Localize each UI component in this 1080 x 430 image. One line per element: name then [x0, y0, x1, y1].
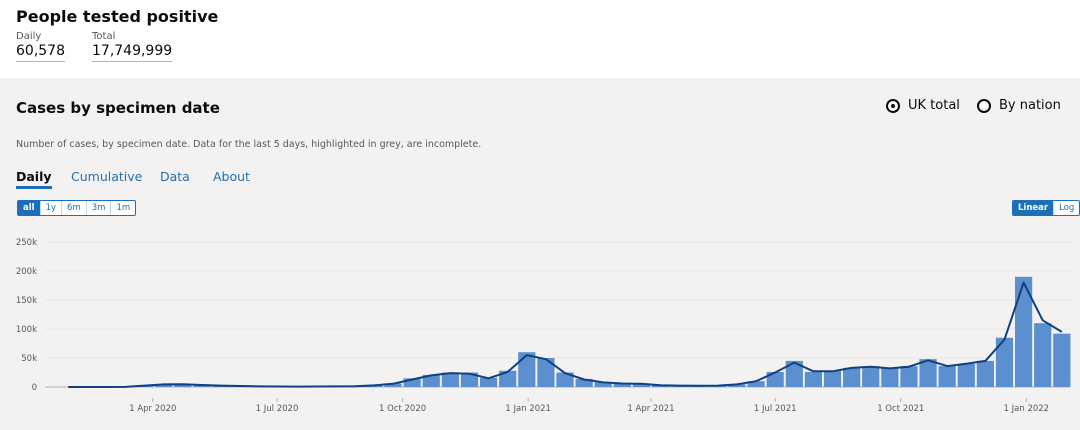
bar [976, 360, 994, 387]
bar [1014, 276, 1033, 387]
bar [938, 366, 956, 387]
daily-value: 60,578 [16, 43, 65, 62]
range-buttons: all 1y 6m 3m 1m [17, 200, 137, 216]
summary-title: People tested positive [16, 7, 219, 26]
y-tick-label: 50k [21, 354, 37, 364]
bar [460, 372, 479, 387]
y-tick-label: 250k [16, 238, 37, 248]
bar [957, 363, 975, 387]
daily-label: Daily [16, 31, 42, 42]
bar [881, 368, 899, 387]
tab[interactable]: Data [160, 169, 190, 184]
bar [479, 377, 498, 387]
x-tick-label: 1 Oct 2021 [877, 404, 924, 414]
range-button[interactable]: 3m [87, 201, 112, 215]
bar [1034, 323, 1052, 387]
bar [766, 371, 784, 387]
bar [556, 372, 574, 387]
note: Number of cases, by specimen date. Data … [16, 139, 482, 150]
total-value: 17,749,999 [92, 43, 173, 62]
bar [995, 337, 1014, 387]
radio-label: By nation [999, 98, 1061, 113]
tab[interactable]: About [213, 169, 250, 184]
bar [804, 371, 823, 387]
range-button[interactable]: 1y [41, 201, 63, 215]
x-tick-label: 1 Apr 2020 [129, 404, 176, 414]
average-line [68, 281, 1063, 388]
bar [155, 384, 173, 387]
radio-by-nation[interactable]: By nation [977, 98, 1061, 113]
bar [422, 374, 440, 387]
y-tick-label: 100k [16, 325, 37, 335]
bar [823, 370, 842, 387]
scale-button[interactable]: Log [1059, 203, 1075, 213]
bar [594, 382, 612, 387]
bar [403, 378, 421, 387]
x-tick-label: 1 Oct 2020 [379, 404, 426, 414]
card-title: Cases by specimen date [16, 99, 220, 117]
bar [1053, 333, 1071, 387]
x-tick-label: 1 Jan 2021 [505, 404, 551, 414]
bar [384, 383, 402, 387]
tab[interactable]: Daily [16, 169, 52, 189]
y-tick-label: 150k [16, 296, 37, 306]
bar [843, 367, 861, 387]
bar [518, 352, 536, 387]
x-tick-label: 1 Jul 2020 [256, 404, 299, 414]
range-button[interactable]: 6m [62, 201, 87, 215]
scale-button[interactable]: Linear [1013, 201, 1055, 215]
range-button[interactable]: 1m [116, 203, 131, 213]
x-tick-label: 1 Jul 2021 [754, 404, 797, 414]
bar [900, 366, 918, 387]
x-tick-label: 1 Apr 2021 [627, 404, 674, 414]
radio-label: UK total [908, 98, 960, 113]
tab[interactable]: Cumulative [71, 169, 143, 184]
bar [785, 360, 803, 387]
bar [862, 366, 880, 387]
radio-uk-total[interactable]: UK total [886, 98, 960, 113]
total-label: Total [92, 31, 116, 42]
bar [537, 358, 555, 387]
y-tick-label: 200k [16, 267, 37, 277]
bar [632, 383, 651, 387]
bar [747, 381, 765, 387]
x-tick-label: 1 Jan 2022 [1004, 404, 1050, 414]
range-button[interactable]: all [18, 201, 41, 215]
bar [499, 370, 517, 387]
bar [575, 378, 593, 387]
bar [441, 372, 459, 387]
bar [728, 384, 746, 387]
bar [919, 359, 937, 387]
y-tick-label: 0 [32, 383, 37, 393]
bar [613, 383, 631, 387]
bar [174, 384, 192, 387]
